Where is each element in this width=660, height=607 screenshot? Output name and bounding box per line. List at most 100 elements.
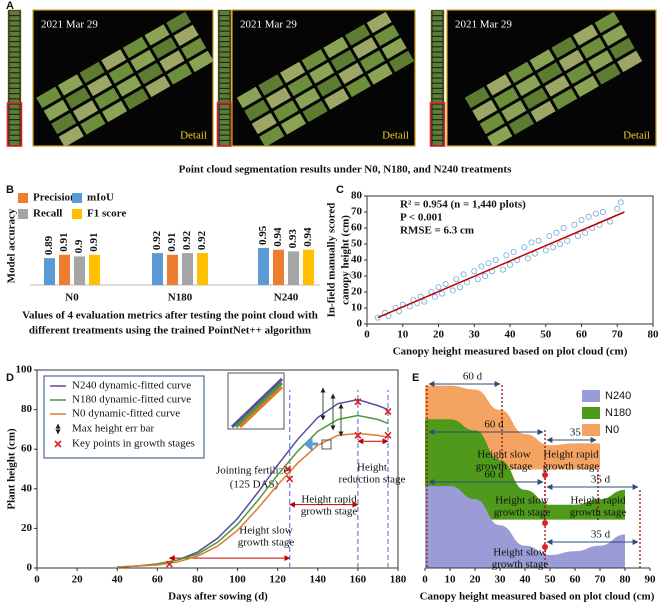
y-tick-label: 0 [357,318,363,330]
x-tick-label: 90 [645,574,657,586]
plot-cell [57,74,83,96]
thumbnail-cell [432,31,443,36]
panel-a: A 2021 Mar 29 Detail 2021 Mar 29 Detail 2021 … [6,0,657,176]
y-tick-label: 80 [351,190,363,202]
image-detail: Detail [382,130,409,142]
x-tick-label: 60 [152,574,164,586]
inset-curve [230,377,284,429]
thumbnail-cell [9,94,20,99]
y-tick-label: 20 [21,522,33,534]
plot-cell [523,87,549,110]
y-axis-label: Model accuracy [6,208,18,283]
thumbnail-cell [219,120,230,125]
point [560,224,567,231]
plot-cell [108,62,134,84]
plot-cell [87,74,113,97]
plot-cell [79,61,105,84]
point [456,284,463,291]
y-tick-label: 40 [351,254,363,266]
stage-label: Height slow [239,525,293,537]
plot-cell [295,87,321,110]
plot-cell [316,75,342,97]
stage-label: growth stage [570,507,627,519]
thumbnail-cell [9,109,20,114]
legend-label: N180 dynamic-fitted curve [72,394,191,406]
stage-label: Height rapid [570,495,626,507]
panel-e: E 0 10 20 30 40 50 60 70 80 90 60 d 60 d 35 d 60 d 35 d… [412,371,656,603]
thumbnail-cell [219,16,230,21]
x-tick-label: 0 [34,574,40,586]
stage-label: growth stage [238,537,295,549]
x-tick-label: 10 [445,574,457,586]
bar [152,253,163,285]
key-point [165,560,173,568]
stage-label: reduction stage [339,474,406,486]
legend-swatch [18,193,28,203]
thumbnail-cell [9,104,20,109]
plot-cell [181,37,207,60]
thumbnail-cell [432,120,443,125]
point [524,255,531,262]
y-tick-label: 50 [351,238,363,250]
stage-label: growth stage [494,507,551,519]
y-tick-label: 100 [16,364,33,376]
x-tick-label: 30 [495,574,507,586]
point [535,237,542,244]
thumbnail-cell [219,63,230,67]
y-tick-label: 70 [351,206,363,218]
plot-cell [137,62,163,85]
value-label: 0.9 [73,239,85,253]
thumbnail-cell [432,52,443,57]
bar [303,249,314,285]
plot-cell [251,112,277,135]
x-tick-label: N0 [65,292,79,304]
legend-label: N180 [605,407,631,419]
thumbnail-cell [219,37,230,41]
plot-cell [588,50,614,72]
plot-cell [309,62,335,84]
caption: different treatments using the trained P… [29,325,311,337]
plot-cell [72,100,98,122]
point [492,256,499,263]
plot-cell [259,125,285,146]
plot-cell [617,50,643,73]
point [503,252,510,259]
plot-cell [244,99,270,122]
plot-cell [537,62,563,84]
value-label: 0.94 [272,227,284,247]
plot-cell [167,63,193,85]
plot-cell [374,24,400,47]
point [460,271,467,278]
plot-cell [464,86,490,109]
image-detail: Detail [180,130,207,142]
key-point [354,431,362,439]
caption: Point cloud segmentation results under N… [179,164,512,176]
value-label: 0.94 [302,227,314,247]
x-tick-label: 20 [470,574,482,586]
x-axis-label: Days after sowing (d) [168,591,268,603]
thumbnail-cell [9,63,20,67]
plot-cell [65,87,91,109]
stage-label: growth stage [492,559,549,571]
thumbnail-cell [432,135,443,140]
plot-cell [287,74,313,97]
point [521,244,528,251]
plot-cell [80,113,106,135]
thumbnail-cell [432,115,443,119]
thumbnail-cell [219,73,230,78]
image-date: 2021 Mar 29 [41,19,98,31]
thumbnail-cell [432,130,443,135]
x-tick-label: 160 [350,574,367,586]
thumbnail-cell [432,68,443,73]
legend-label: Max height err bar [72,423,154,435]
x-axis-label: Canopy height measured based on plot clo… [420,591,655,603]
thumbnail-cell [9,83,20,88]
thumbnail-cell [432,109,443,114]
thumbnail-cell [9,57,20,62]
y-tick-label: 0 [27,562,33,574]
x-tick-label: N240 [274,292,299,304]
curve [117,414,389,568]
x-tick-label: 0 [364,329,370,341]
stage-label: Height [357,462,387,474]
thumbnail-cell [219,21,230,26]
